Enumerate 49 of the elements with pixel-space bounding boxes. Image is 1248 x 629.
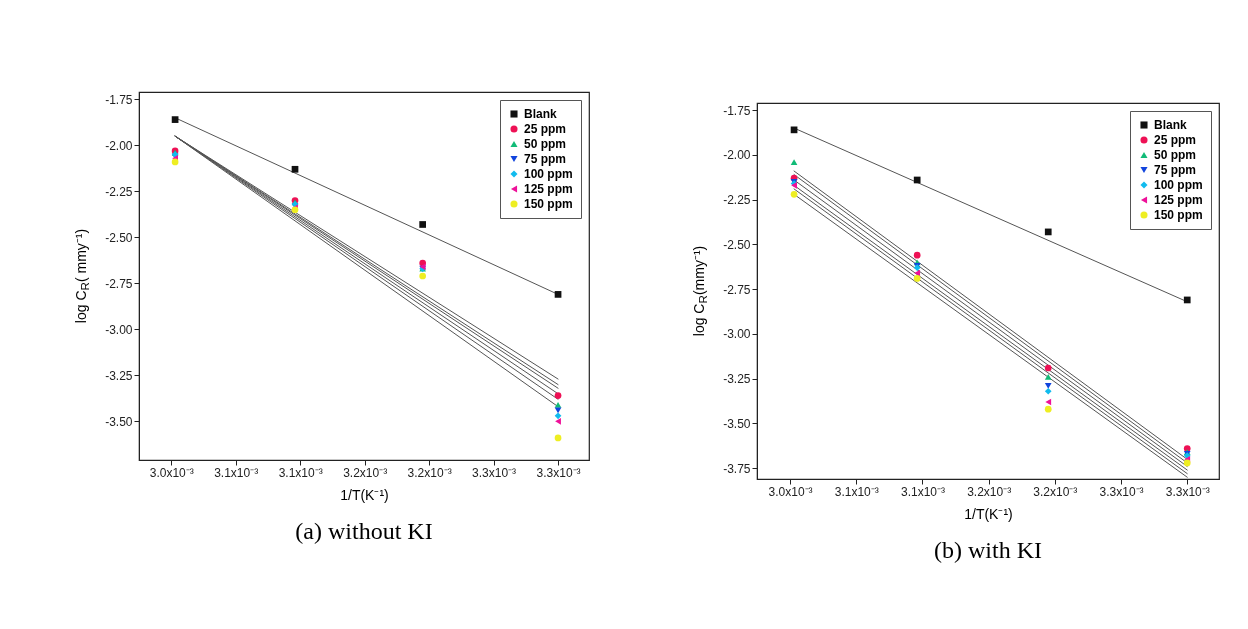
y-tick-label: -2.25 [105, 184, 133, 199]
legend-label: 125 ppm [1154, 193, 1203, 207]
x-tick-label: 3.2x10⁻³ [407, 465, 452, 480]
x-tick-label: 3.3x10⁻³ [472, 465, 517, 480]
x-axis-title: 1/T(K⁻¹) [340, 486, 389, 503]
x-tick-label: 3.1x10⁻³ [278, 465, 323, 480]
text: (b) with KI [934, 537, 1042, 564]
y-tick-label: -2.50 [723, 237, 751, 252]
x-tick-label: 3.0x10⁻³ [149, 465, 194, 480]
legend-label: 25 ppm [1154, 133, 1197, 147]
legend-label: 100 ppm [1154, 178, 1203, 192]
y-tick-label: -2.00 [723, 148, 751, 163]
y-tick-label: -3.50 [105, 414, 133, 429]
x-tick-label: 3.2x10⁻³ [967, 484, 1012, 499]
x-tick-label: 3.1x10⁻³ [834, 484, 879, 499]
y-tick-label: -1.75 [105, 92, 133, 107]
legend-label: Blank [1154, 118, 1187, 132]
legend-label: 75 ppm [1154, 163, 1197, 177]
x-tick-label: 3.0x10⁻³ [768, 484, 813, 499]
x-tick-label: 3.3x10⁻³ [536, 465, 581, 480]
y-tick-label: -2.75 [723, 282, 751, 297]
text: (a) without KI [295, 518, 433, 545]
y-tick-label: -3.00 [723, 327, 751, 342]
x-tick-label: 3.3x10⁻³ [1165, 484, 1210, 499]
y-tick-label: -3.00 [105, 322, 133, 337]
x-axis-title: 1/T(K⁻¹) [964, 505, 1013, 522]
legend-label: 50 ppm [1154, 148, 1197, 162]
legend-label: 125 ppm [524, 182, 573, 196]
y-tick-label: -2.50 [105, 230, 133, 245]
y-tick-label: -2.25 [723, 193, 751, 208]
y-tick-label: -2.75 [105, 276, 133, 291]
legend-label: 25 ppm [524, 122, 567, 136]
y-tick-label: -3.25 [723, 372, 751, 387]
x-tick-label: 3.1x10⁻³ [900, 484, 945, 499]
x-tick-label: 3.3x10⁻³ [1099, 484, 1144, 499]
legend-label: 75 ppm [524, 152, 567, 166]
y-tick-label: -3.50 [723, 417, 751, 431]
legend-label: 50 ppm [524, 137, 567, 151]
x-tick-label: 3.2x10⁻³ [343, 465, 388, 480]
x-tick-label: 3.2x10⁻³ [1033, 484, 1078, 499]
legend-label: 100 ppm [524, 167, 573, 181]
legend-label: Blank [524, 107, 557, 121]
x-tick-label: 3.1x10⁻³ [214, 465, 259, 480]
y-tick-label: -3.75 [723, 461, 751, 476]
y-tick-label: -3.25 [105, 368, 133, 383]
y-tick-label: -2.00 [105, 138, 133, 153]
legend-label: 150 ppm [1154, 208, 1203, 222]
y-tick-label: -1.75 [723, 103, 751, 118]
legend-label: 150 ppm [524, 197, 573, 211]
